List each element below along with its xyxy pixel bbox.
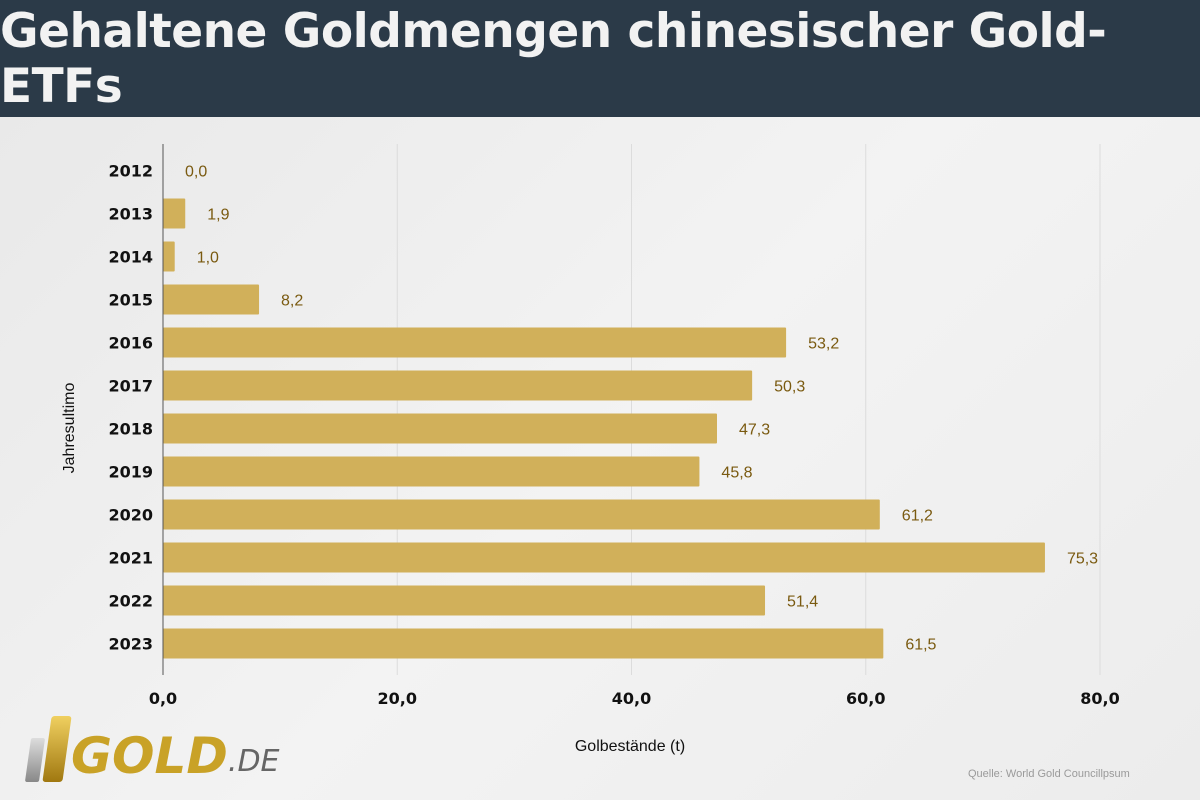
title-bar: Gehaltene Goldmengen chinesischer Gold-E… — [0, 0, 1200, 117]
data-label: 1,0 — [197, 250, 219, 267]
bar-2023 — [163, 628, 884, 659]
y-tick-label: 2017 — [108, 377, 153, 396]
data-label: 61,5 — [905, 637, 936, 654]
y-tick-label: 2023 — [108, 635, 153, 654]
bar-2016 — [163, 327, 787, 358]
x-tick-label: 80,0 — [1080, 689, 1119, 708]
bar-2022 — [163, 585, 766, 616]
source-note: Quelle: World Gold Councillpsum — [968, 768, 1130, 780]
x-tick-label: 40,0 — [612, 689, 651, 708]
bar-2013 — [163, 198, 186, 229]
y-tick-label: 2020 — [108, 506, 153, 525]
y-tick-label: 2014 — [108, 248, 153, 267]
x-tick-label: 20,0 — [378, 689, 417, 708]
logo-gold-bar-icon — [42, 716, 72, 782]
bar-2021 — [163, 542, 1045, 573]
chart-title: Gehaltene Goldmengen chinesischer Gold-E… — [0, 3, 1107, 114]
bar-2019 — [163, 456, 700, 487]
x-axis-label: Golbestände (t) — [574, 738, 686, 755]
y-tick-label: 2018 — [108, 420, 153, 439]
data-label: 61,2 — [902, 508, 933, 525]
bar-2017 — [163, 370, 753, 401]
x-tick-label: 60,0 — [846, 689, 885, 708]
data-label: 0,0 — [185, 164, 207, 181]
data-label: 8,2 — [281, 293, 303, 310]
bar-2018 — [163, 413, 718, 444]
y-tick-label: 2019 — [108, 463, 153, 482]
data-label: 45,8 — [721, 465, 752, 482]
logo-silver-bar-icon — [24, 738, 46, 782]
y-tick-label: 2012 — [108, 162, 153, 181]
x-tick-label: 0,0 — [149, 689, 177, 708]
y-tick-label: 2021 — [108, 549, 153, 568]
data-label: 1,9 — [207, 207, 229, 224]
logo-text: GOLD — [71, 727, 228, 785]
logo-suffix: .DE — [227, 744, 280, 779]
data-label: 47,3 — [739, 422, 770, 439]
data-label: 75,3 — [1067, 551, 1098, 568]
y-tick-label: 2022 — [108, 592, 153, 611]
bar-2014 — [163, 241, 175, 272]
data-label: 50,3 — [774, 379, 805, 396]
y-tick-label: 2013 — [108, 205, 153, 224]
bar-2015 — [163, 284, 260, 315]
y-axis-label: Jahresultimo — [61, 382, 78, 474]
data-label: 51,4 — [787, 594, 818, 611]
gold-de-logo: GOLD .DE — [24, 716, 280, 785]
data-label: 53,2 — [808, 336, 839, 353]
y-tick-label: 2016 — [108, 334, 153, 353]
y-tick-label: 2015 — [108, 291, 153, 310]
bar-2020 — [163, 499, 880, 530]
